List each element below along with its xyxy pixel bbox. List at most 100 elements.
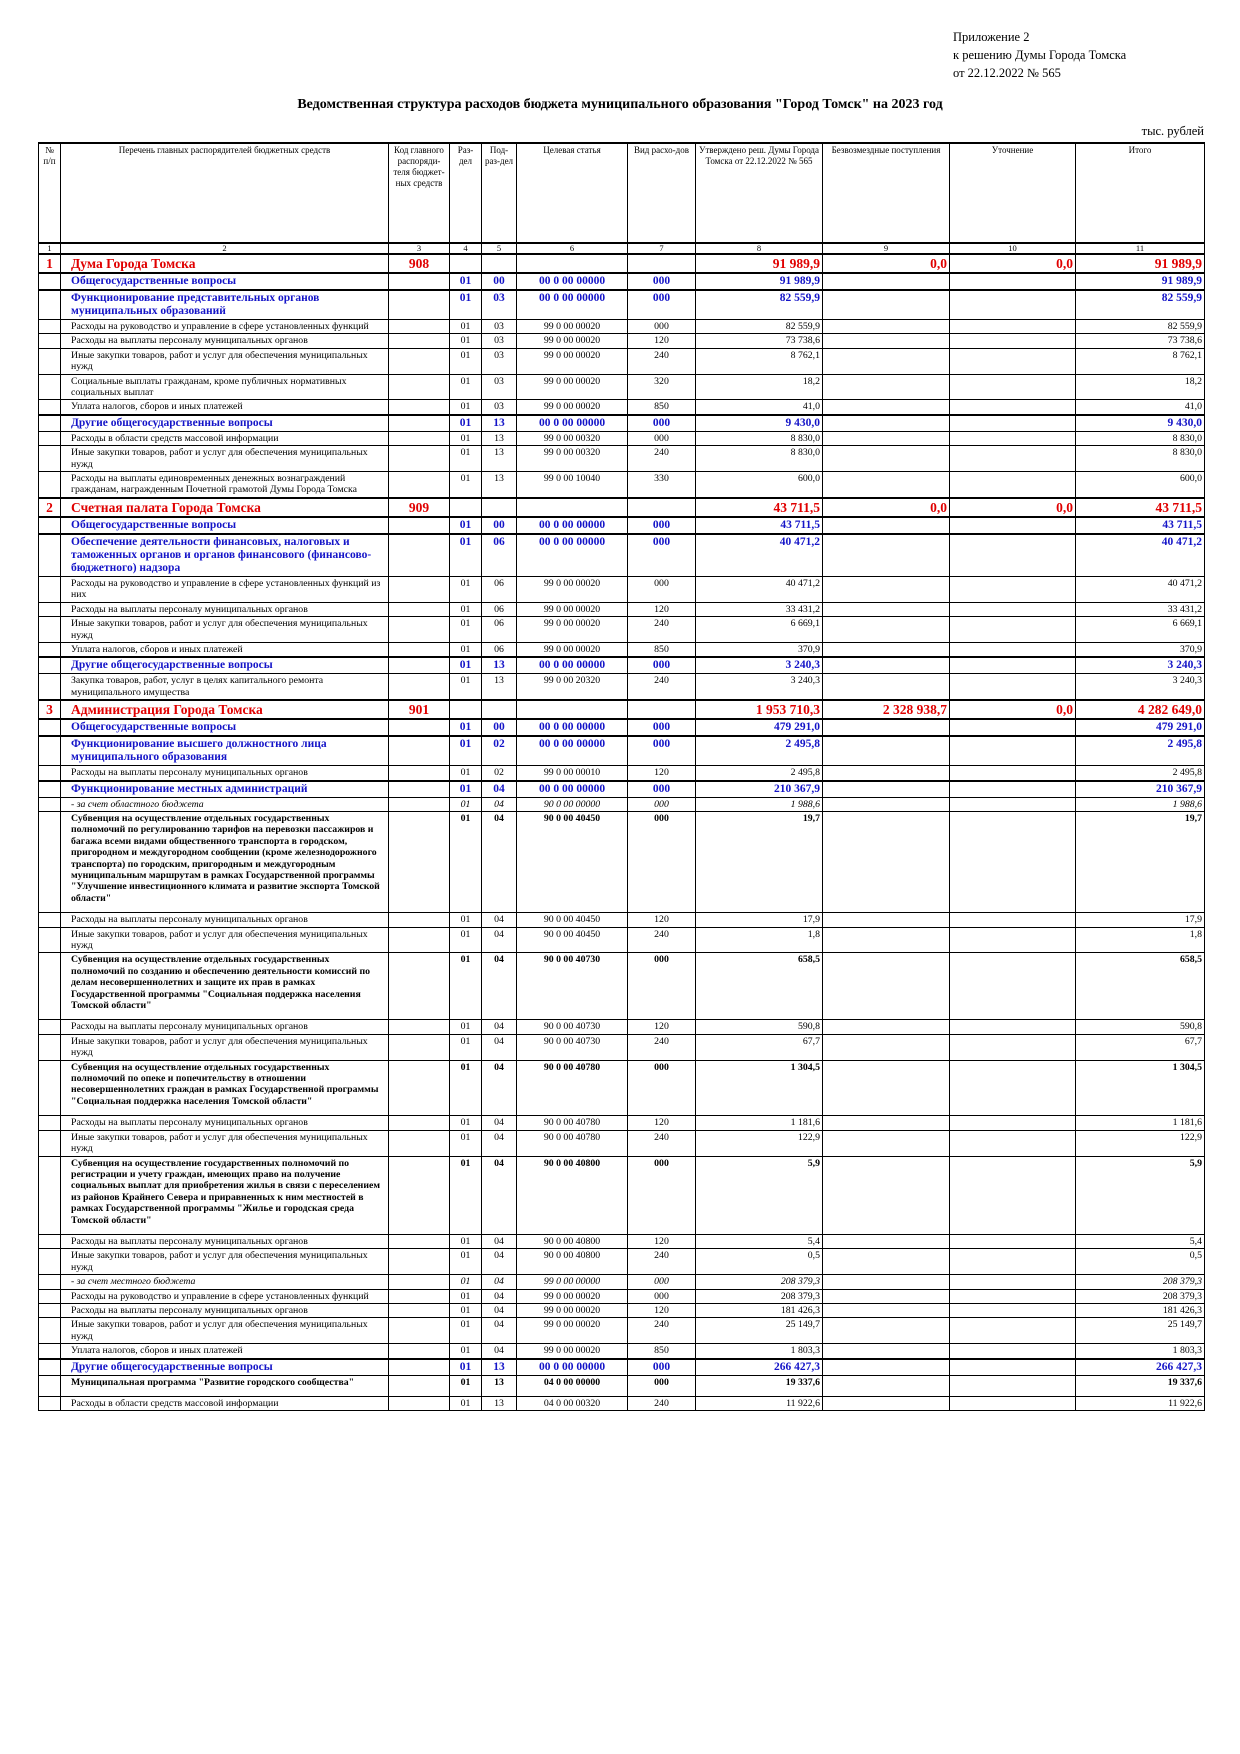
row-item: Расходы на выплаты персоналу муниципальн… xyxy=(38,1233,1205,1250)
row-org: 3 Администрация Города Томска 901 1 953 710… xyxy=(38,699,1205,720)
cell: 240 xyxy=(627,445,696,473)
cell: 000 xyxy=(627,318,696,335)
cell: 90 0 00 40450 xyxy=(516,926,628,954)
cell: 122,9 xyxy=(1075,1129,1205,1157)
cell xyxy=(822,430,950,447)
header-cell: Перечень главных распорядителей бюджетны… xyxy=(60,142,389,244)
cell: 06 xyxy=(481,532,517,577)
header-cell: Вид расхо-дов xyxy=(627,142,696,244)
cell: 120 xyxy=(627,601,696,618)
cell: 01 xyxy=(449,1233,482,1250)
cell: 901 xyxy=(388,699,450,720)
cell xyxy=(516,496,628,518)
cell: 181 426,3 xyxy=(1075,1302,1205,1319)
cell xyxy=(949,471,1076,499)
cell: 06 xyxy=(481,601,517,618)
cell xyxy=(388,1302,450,1319)
cell xyxy=(949,373,1076,401)
cell xyxy=(388,1274,450,1290)
cell: 240 xyxy=(627,673,696,701)
cell xyxy=(822,1317,950,1345)
cell: 01 xyxy=(449,656,482,675)
cell xyxy=(38,1395,61,1412)
cell: 99 0 00 10040 xyxy=(516,471,628,499)
row-section: Общегосударственные вопросы 01 00 00 0 00 0… xyxy=(38,272,1205,291)
cell: 40 471,2 xyxy=(1075,532,1205,577)
cell: 000 xyxy=(627,289,696,320)
row-section: Функционирование местных администраций 01… xyxy=(38,779,1205,798)
cell: 850 xyxy=(627,641,696,658)
cell: 210 367,9 xyxy=(1075,779,1205,798)
cell: Расходы на выплаты единовременных денежн… xyxy=(60,471,389,499)
cell: Иные закупки товаров, работ и услуг для … xyxy=(60,1033,389,1061)
cell: 01 xyxy=(449,1274,482,1290)
cell: Обеспечение деятельности финансовых, нал… xyxy=(60,532,389,577)
cell: 0,5 xyxy=(1075,1248,1205,1276)
row-bold: Субвенция на осуществление отдельных гос… xyxy=(38,810,1205,914)
cell: 2 xyxy=(38,496,61,518)
row-section: Общегосударственные вопросы 01 00 00 0 00 0… xyxy=(38,515,1205,535)
cell: Иные закупки товаров, работ и услуг для … xyxy=(60,445,389,473)
cell: 9 430,0 xyxy=(695,413,823,432)
cell xyxy=(38,1033,61,1061)
row-section: Другие общегосударственные вопросы 01 13 00… xyxy=(38,1357,1205,1376)
cell: 3 240,3 xyxy=(695,673,823,701)
cell xyxy=(38,575,61,603)
cell xyxy=(822,575,950,603)
cell: 120 xyxy=(627,912,696,928)
cell xyxy=(388,779,450,798)
cell: 2 495,8 xyxy=(695,735,823,767)
cell: 479 291,0 xyxy=(695,718,823,737)
cell: 04 xyxy=(481,1129,517,1157)
cell: 01 xyxy=(449,1115,482,1131)
header-row: № п/п Перечень главных распорядителей бюд… xyxy=(38,142,1205,244)
cell: Расходы на выплаты персоналу муниципальн… xyxy=(60,1302,389,1319)
cell xyxy=(822,718,950,737)
cell: 67,7 xyxy=(695,1033,823,1061)
cell: 01 xyxy=(449,810,482,914)
cell xyxy=(822,471,950,499)
cell xyxy=(38,1233,61,1250)
cell xyxy=(822,1395,950,1412)
cell: 000 xyxy=(627,779,696,798)
cell: 90 0 00 40800 xyxy=(516,1233,628,1250)
cell: 590,8 xyxy=(1075,1019,1205,1035)
cell: 1 988,6 xyxy=(695,796,823,812)
cell: 99 0 00 00320 xyxy=(516,445,628,473)
cell xyxy=(481,253,517,274)
cell xyxy=(949,413,1076,432)
cell: 01 xyxy=(449,735,482,767)
cell: 370,9 xyxy=(695,641,823,658)
cell: 13 xyxy=(481,1395,517,1412)
row-item: Социальные выплаты гражданам, кроме публ… xyxy=(38,373,1205,401)
cell: 90 0 00 40450 xyxy=(516,912,628,928)
cell: 1 304,5 xyxy=(1075,1059,1205,1117)
cell xyxy=(822,333,950,349)
cell: 82 559,9 xyxy=(695,318,823,335)
cell: 03 xyxy=(481,347,517,375)
row-item: Иные закупки товаров, работ и услуг для … xyxy=(38,616,1205,643)
cell xyxy=(949,272,1076,291)
cell: 370,9 xyxy=(1075,641,1205,658)
cell: 13 xyxy=(481,673,517,701)
cell: 590,8 xyxy=(695,1019,823,1035)
cell: 000 xyxy=(627,1155,696,1235)
cell: 000 xyxy=(627,735,696,767)
cell xyxy=(949,673,1076,701)
cell: Общегосударственные вопросы xyxy=(60,515,389,535)
row-item: Иные закупки товаров, работ и услуг для … xyxy=(38,1033,1205,1061)
cell: 01 xyxy=(449,532,482,577)
cell: 40 471,2 xyxy=(695,532,823,577)
cell: 8 830,0 xyxy=(1075,430,1205,447)
row-item: Иные закупки товаров, работ и услуг для … xyxy=(38,1248,1205,1276)
cell xyxy=(38,601,61,618)
cell xyxy=(38,318,61,335)
cell xyxy=(822,289,950,320)
cell: Другие общегосударственные вопросы xyxy=(60,1357,389,1376)
cell: 99 0 00 00010 xyxy=(516,765,628,782)
cell: Функционирование высшего должностного ли… xyxy=(60,735,389,767)
row-item: Иные закупки товаров, работ и услуг для … xyxy=(38,1317,1205,1345)
cell: 000 xyxy=(627,952,696,1021)
cell: Другие общегосударственные вопросы xyxy=(60,656,389,675)
cell: 99 0 00 00020 xyxy=(516,616,628,643)
